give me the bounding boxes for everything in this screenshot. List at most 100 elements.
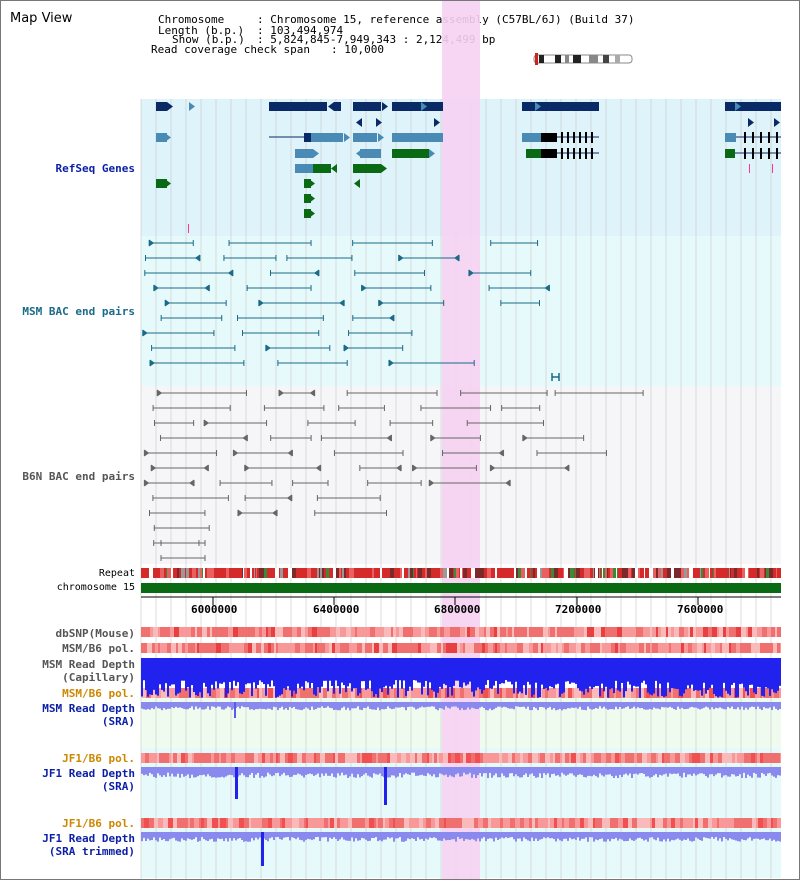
- polymorphism-density-cell: [268, 688, 270, 698]
- polymorphism-density-cell: [664, 753, 667, 763]
- polymorphism-density-cell: [414, 643, 418, 653]
- track-label-b6n-bac[interactable]: B6N BAC end pairs: [22, 470, 135, 483]
- polymorphism-density-cell: [158, 818, 163, 828]
- read-depth-bar: [465, 767, 467, 775]
- repeat-element: [153, 568, 157, 578]
- polymorphism-density-cell: [302, 753, 306, 763]
- read-depth-bar: [545, 658, 547, 689]
- polymorphism-density-cell: [661, 643, 664, 653]
- read-depth-bar: [537, 702, 539, 711]
- polymorphism-density-cell: [514, 643, 517, 653]
- read-depth-bar: [579, 658, 581, 691]
- polymorphism-density-cell: [623, 818, 628, 828]
- read-depth-bar: [319, 702, 321, 708]
- read-depth-bar: [315, 702, 317, 710]
- read-depth-bar: [253, 658, 255, 683]
- polymorphism-density-cell: [207, 818, 212, 828]
- track-label-repeat[interactable]: Repeat: [98, 568, 135, 579]
- gene-strand-arrow: [354, 179, 360, 188]
- repeat-element: [352, 568, 354, 578]
- repeat-element: [257, 568, 258, 578]
- gene-strand-arrow: [535, 102, 541, 111]
- read-depth-bar: [727, 767, 729, 777]
- read-depth-bar: [161, 832, 163, 841]
- polymorphism-density-cell: [727, 753, 732, 763]
- polymorphism-density-cell: [484, 627, 486, 637]
- read-depth-bar: [205, 702, 207, 709]
- read-depth-bar: [743, 702, 745, 710]
- track-label-jf1-depth-sra-2[interactable]: (SRA): [101, 780, 135, 793]
- track-label-jf1-depth-trim-2[interactable]: (SRA trimmed): [48, 845, 135, 858]
- read-depth-bar: [579, 767, 581, 775]
- polymorphism-density-cell: [506, 753, 508, 763]
- read-depth-bar: [437, 767, 439, 778]
- track-label-chromosome[interactable]: chromosome 15: [56, 582, 135, 593]
- read-depth-bar: [609, 767, 611, 775]
- read-depth-bar: [199, 767, 201, 776]
- read-depth-bar: [723, 832, 725, 838]
- track-label-jf1-depth-sra-1[interactable]: JF1 Read Depth: [42, 767, 135, 780]
- read-depth-bar: [733, 658, 735, 683]
- track-label-msm-depth-sra-1[interactable]: MSM Read Depth: [42, 702, 135, 715]
- polymorphism-density-cell: [166, 753, 169, 763]
- polymorphism-density-cell: [233, 818, 236, 828]
- read-depth-bar: [777, 658, 779, 691]
- read-depth-bar: [385, 832, 387, 840]
- polymorphism-density-cell: [245, 627, 247, 637]
- polymorphism-density-cell: [446, 643, 450, 653]
- read-depth-bar: [647, 832, 649, 842]
- polymorphism-density-cell: [734, 818, 738, 828]
- polymorphism-density-cell: [455, 818, 457, 828]
- polymorphism-density-cell: [712, 818, 717, 828]
- polymorphism-density-cell: [720, 643, 722, 653]
- track-label-msm-depth-sra-2[interactable]: (SRA): [101, 715, 135, 728]
- read-depth-bar: [563, 702, 565, 710]
- read-depth-bar: [327, 702, 329, 707]
- track-label-jf1-depth-trim-1[interactable]: JF1 Read Depth: [42, 832, 135, 845]
- read-depth-bar: [711, 767, 713, 775]
- read-depth-bar: [143, 658, 145, 681]
- repeat-element: [400, 568, 402, 578]
- polymorphism-density-cell: [240, 753, 242, 763]
- polymorphism-density-cell: [301, 627, 305, 637]
- repeat-element: [307, 568, 311, 578]
- track-label-msm-depth-capillary-2[interactable]: (Capillary): [62, 671, 135, 684]
- chromosome-ideogram[interactable]: [531, 53, 635, 65]
- read-depth-bar: [569, 767, 571, 774]
- read-depth-bar: [461, 702, 463, 709]
- read-depth-bar: [489, 767, 491, 773]
- polymorphism-density-cell: [586, 753, 591, 763]
- track-label-msm-b6-pol-1[interactable]: MSM/B6 pol.: [62, 642, 135, 655]
- read-depth-bar: [585, 702, 587, 711]
- read-depth-bar: [167, 658, 169, 697]
- polymorphism-density-cell: [550, 753, 553, 763]
- read-depth-bar: [159, 767, 161, 776]
- read-depth-bar: [723, 702, 725, 710]
- polymorphism-density-cell: [280, 753, 285, 763]
- read-depth-bar: [343, 767, 345, 776]
- polymorphism-density-cell: [465, 643, 469, 653]
- read-depth-bar: [249, 702, 251, 710]
- track-label-dbsnp[interactable]: dbSNP(Mouse): [55, 627, 135, 640]
- polymorphism-density-cell: [773, 643, 777, 653]
- polymorphism-density-cell: [479, 627, 484, 637]
- track-label-jf1-b6-pol-1[interactable]: JF1/B6 pol.: [62, 752, 135, 765]
- read-depth-bar: [167, 832, 169, 842]
- track-label-msm-b6-pol-2[interactable]: MSM/B6 pol.: [62, 687, 135, 700]
- track-label-jf1-b6-pol-2[interactable]: JF1/B6 pol.: [62, 817, 135, 830]
- polymorphism-density-cell: [273, 688, 275, 698]
- track-label-msm-depth-capillary-1[interactable]: MSM Read Depth: [42, 658, 135, 671]
- polymorphism-density-cell: [662, 753, 664, 763]
- read-depth-bar: [729, 832, 731, 839]
- read-depth-bar: [267, 767, 269, 773]
- read-depth-bar: [741, 832, 743, 840]
- track-label-refseq[interactable]: RefSeq Genes: [55, 162, 135, 175]
- gene-exon: [567, 148, 569, 159]
- track-label-msm-bac[interactable]: MSM BAC end pairs: [22, 305, 135, 318]
- read-depth-bar: [329, 832, 331, 838]
- polymorphism-density-cell: [186, 818, 188, 828]
- read-depth-bar: [525, 832, 527, 840]
- polymorphism-density-cell: [264, 627, 266, 637]
- read-depth-bar: [299, 767, 301, 775]
